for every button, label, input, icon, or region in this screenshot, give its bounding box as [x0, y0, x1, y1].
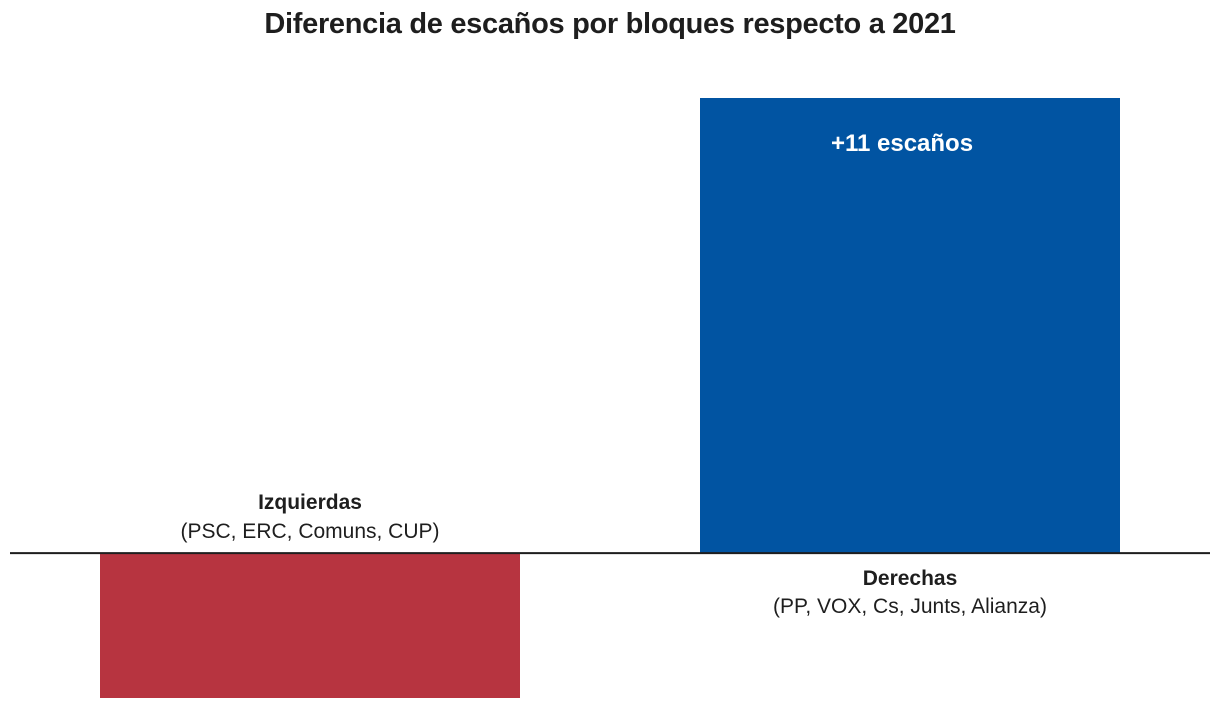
category-label-derechas: Derechas: [863, 567, 958, 590]
category-parties-izquierdas: (PSC, ERC, Comuns, CUP): [180, 520, 439, 543]
chart-title: Diferencia de escaños por bloques respec…: [264, 8, 956, 40]
bar-izquierdas: [100, 553, 520, 698]
category-parties-derechas: (PP, VOX, Cs, Junts, Alianza): [773, 595, 1047, 618]
category-label-izquierdas: Izquierdas: [258, 491, 362, 514]
data-label-derechas: +11 escaños: [831, 130, 973, 157]
labels-layer: Izquierdas (PSC, ERC, Comuns, CUP) Derecha…: [180, 130, 1046, 618]
bar-derechas: [700, 98, 1120, 554]
bars-layer: [100, 98, 1120, 698]
